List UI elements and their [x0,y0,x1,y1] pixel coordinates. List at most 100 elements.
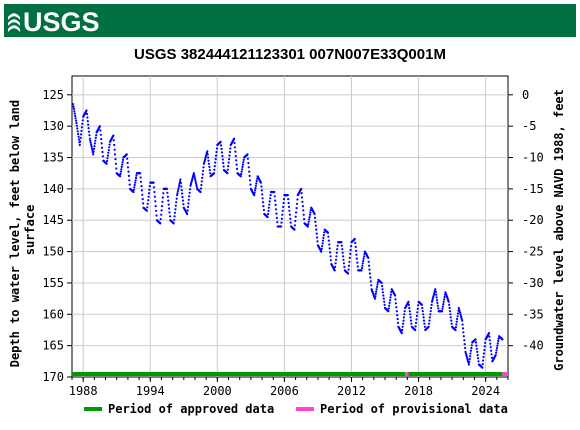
data-point [477,360,480,363]
data-point [309,211,312,214]
left-tick-label: 135 [42,151,64,165]
data-point [125,153,128,156]
data-point [468,357,471,361]
chart-title: USGS 382444121123301 007N007E33Q001M [134,46,446,63]
data-point [166,195,169,198]
data-point [241,168,244,171]
data-point [329,259,332,262]
data-point [128,179,131,182]
data-point [427,322,431,325]
data-point [343,265,346,268]
data-point [368,264,371,267]
data-point [148,185,151,188]
data-point [94,136,97,139]
data-point [176,192,179,195]
data-point [101,150,104,154]
period-bar [72,372,508,376]
data-point [381,285,384,288]
data-point [207,162,210,165]
data-point [443,298,446,301]
left-tick-label: 150 [42,245,64,259]
data-point [287,205,291,208]
data-point [254,187,257,190]
data-point [423,322,426,325]
left-axis-label-line2: surface [23,205,37,256]
data-point [234,154,237,158]
left-tick-label: 125 [42,88,64,102]
data-point [200,180,203,183]
data-point [341,251,344,254]
data-point [142,202,145,205]
data-point [302,213,305,216]
data-point [262,205,265,208]
data-point [273,195,276,198]
data-point [494,354,497,357]
data-point [467,363,470,366]
data-point [414,328,417,332]
data-point [266,216,269,219]
data-point [389,296,392,299]
data-point [380,281,383,284]
data-point [98,125,101,128]
x-axis-ticks: 1988 1994 2000 2006 2012 2018 2024 [69,377,509,398]
usgs-wave-icon [8,13,20,32]
data-point [347,268,350,271]
data-point [490,353,493,356]
right-tick-label: 0 [522,88,529,102]
data-point [456,317,459,321]
data-point [112,139,115,142]
left-tick-label: 165 [42,339,64,353]
data-point [194,178,197,181]
data-point [160,205,164,208]
data-point [355,249,358,252]
data-point [165,187,169,190]
data-point [449,313,452,316]
data-point [253,194,256,197]
data-point [437,307,440,310]
data-point [74,114,77,118]
data-point [308,213,312,216]
data-point [286,194,289,197]
data-point [447,300,450,303]
data-point [490,349,493,352]
data-point [188,191,191,194]
data-point [374,295,377,298]
data-point [108,146,111,149]
data-point [282,198,286,201]
data-point [476,354,479,357]
data-point [168,211,171,214]
data-point [261,201,265,204]
data-point [314,220,317,223]
data-point [361,262,364,265]
data-point [135,174,138,177]
data-point [134,176,138,179]
data-point [289,221,292,224]
data-point [370,284,373,287]
data-point [93,142,96,145]
data-point [215,147,218,150]
data-point [114,158,117,161]
data-point [360,266,364,270]
data-point [261,197,264,200]
data-point [268,200,271,203]
data-point [496,344,499,347]
data-point [127,170,130,173]
data-point [267,212,270,216]
data-point [314,224,317,227]
data-point [227,161,230,164]
data-point [320,247,323,250]
right-axis-ticks: 0 -5 -10 -15 -20 -25 -30 -35 -40 [508,88,544,353]
data-point [497,339,500,342]
data-point [340,241,343,244]
data-point [113,153,117,156]
data-point [95,134,98,137]
data-point [192,172,195,175]
gridlines [72,76,508,377]
data-point [316,236,319,239]
left-tick-label: 145 [42,213,64,227]
data-point [254,184,257,187]
data-point [220,147,223,150]
data-point [153,190,156,194]
data-point [154,200,157,203]
data-point [81,122,84,125]
